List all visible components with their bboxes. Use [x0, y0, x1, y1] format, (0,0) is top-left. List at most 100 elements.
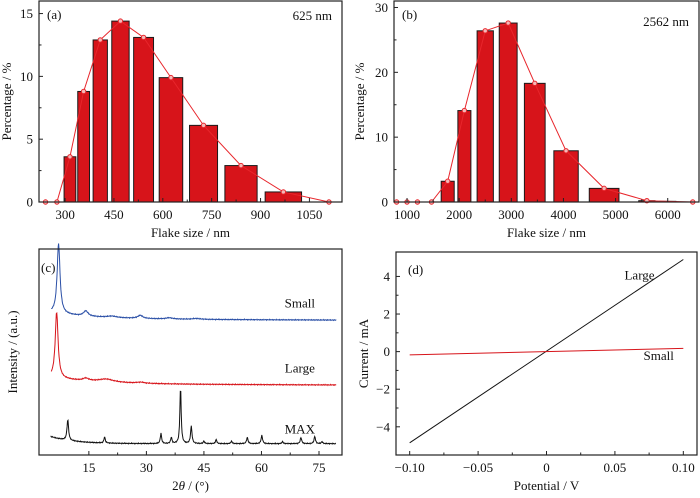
- x-tick-label: 30: [140, 460, 153, 475]
- y-axis-label-c: Intensity / (a.u.): [5, 310, 20, 393]
- bar: [553, 150, 579, 203]
- data-point: [563, 148, 569, 154]
- x-tick-label: 60: [255, 460, 268, 475]
- panel-b-size-distribution: 1000 2000 3000 4000 5000 6000 0 10 20 30 (b) 2562…: [352, 0, 700, 240]
- bar: [457, 110, 472, 203]
- x-tick-label: 300: [55, 207, 75, 222]
- y-tick-label: 10: [20, 69, 33, 84]
- x-tick-label: 1000: [394, 207, 420, 222]
- panel-c-xrd: 15 30 45 60 75 Small Large MAX (c) 2θ / (°) In…: [5, 243, 343, 493]
- y-tick-label: 15: [20, 6, 33, 21]
- xrd-curve-small: [50, 243, 337, 322]
- x-tick-label: −0.10: [395, 460, 425, 475]
- y-tick-label: −2: [376, 382, 390, 397]
- y-axis-label-a: Percentage / %: [0, 62, 14, 140]
- x-tick-label: 15: [82, 460, 95, 475]
- panel-label-d: (d): [408, 262, 423, 277]
- x-tick-label: 600: [153, 207, 173, 222]
- bars-b: [440, 22, 677, 203]
- y-tick-label: 5: [27, 132, 34, 147]
- ticks-d: −0.10 −0.05 0 0.05 0.10 −4 −2 0 2 4: [376, 269, 695, 475]
- curve-label: Large: [624, 267, 654, 282]
- plot-frame-a: [38, 0, 343, 203]
- data-point: [80, 88, 87, 95]
- plot-frame-c: [38, 248, 343, 456]
- x-tick-label: 3000: [498, 207, 524, 222]
- x-axis-label-b: Flake size / nm: [507, 225, 586, 240]
- bar: [158, 77, 184, 203]
- x-tick-label: 2000: [446, 207, 472, 222]
- x-axis-label-part: 2: [172, 478, 179, 493]
- x-axis-label-a: Flake size / nm: [151, 225, 230, 240]
- bar: [63, 156, 77, 203]
- y-tick-label: 4: [384, 269, 391, 284]
- x-tick-label: 6000: [655, 207, 681, 222]
- bar: [224, 165, 258, 203]
- bars-a: [63, 20, 303, 203]
- data-point: [280, 189, 287, 195]
- curve-label: Large: [285, 361, 315, 376]
- bar: [440, 180, 455, 203]
- bar: [77, 90, 91, 203]
- data-point: [461, 107, 468, 114]
- x-tick-label: 900: [251, 207, 271, 222]
- x-axis-label-c: 2θ / (°): [172, 478, 209, 493]
- y-tick-label: −4: [376, 419, 390, 434]
- xrd-curves: [50, 243, 337, 446]
- panel-label-b: (b): [402, 7, 417, 22]
- ticks-a: 300 450 600 750 900 1050 0 5 10 15: [20, 6, 322, 222]
- data-point: [238, 162, 244, 169]
- data-point: [482, 28, 488, 34]
- x-tick-label: 75: [312, 460, 325, 475]
- x-tick-label: 750: [202, 207, 222, 222]
- x-tick-label: 5000: [603, 207, 629, 222]
- bar: [189, 124, 219, 203]
- y-tick-label: 2: [384, 307, 391, 322]
- xrd-curve-large: [50, 311, 337, 387]
- series-line: [45, 20, 330, 203]
- median-size-annotation-b: 2562 nm: [643, 14, 689, 29]
- y-axis-label-b: Percentage / %: [352, 62, 367, 140]
- y-tick-label: 0: [382, 195, 389, 210]
- iv-lines: [409, 259, 684, 444]
- x-tick-label: 0.10: [672, 460, 695, 475]
- data-point: [200, 122, 207, 129]
- bar: [498, 22, 518, 203]
- curve-label: MAX: [285, 421, 316, 436]
- bar: [476, 30, 494, 203]
- y-tick-label: 0: [384, 344, 391, 359]
- y-axis-label-d: Current / mA: [356, 318, 371, 388]
- panel-a-size-distribution: 300 450 600 750 900 1050 0 5 10 15 (a) 625 nm Fla…: [0, 0, 343, 240]
- x-tick-label: 1050: [296, 207, 322, 222]
- data-point: [445, 178, 451, 184]
- x-tick-label: 45: [197, 460, 210, 475]
- x-axis-label-part: / (°): [185, 478, 209, 493]
- data-point: [67, 154, 73, 160]
- data-point: [97, 37, 103, 43]
- theta-symbol: θ: [179, 478, 186, 493]
- curve-labels-c: Small Large MAX: [285, 296, 316, 437]
- data-point: [601, 185, 607, 192]
- x-tick-label: 4000: [550, 207, 576, 222]
- data-point: [168, 74, 174, 81]
- bar: [133, 36, 155, 203]
- data-point: [532, 80, 538, 87]
- x-tick-label: 0.05: [604, 460, 627, 475]
- bar: [523, 82, 546, 203]
- iv-line-small: [409, 347, 684, 356]
- panel-label-c: (c): [41, 260, 55, 275]
- x-axis-label-d: Potential / V: [514, 478, 580, 493]
- bar: [111, 20, 130, 203]
- median-size-annotation-a: 625 nm: [293, 8, 332, 23]
- bar: [92, 39, 108, 203]
- x-tick-label: 450: [104, 207, 124, 222]
- x-tick-label: 0: [543, 460, 550, 475]
- curve-label: Small: [285, 296, 316, 311]
- ticks-b: 1000 2000 3000 4000 5000 6000 0 10 20 30: [375, 0, 681, 222]
- curve-labels-d: Large Small: [624, 267, 674, 363]
- panel-label-a: (a): [47, 7, 61, 22]
- ticks-c: 15 30 45 60 75: [82, 451, 325, 475]
- data-point: [140, 34, 147, 41]
- x-tick-label: −0.05: [463, 460, 493, 475]
